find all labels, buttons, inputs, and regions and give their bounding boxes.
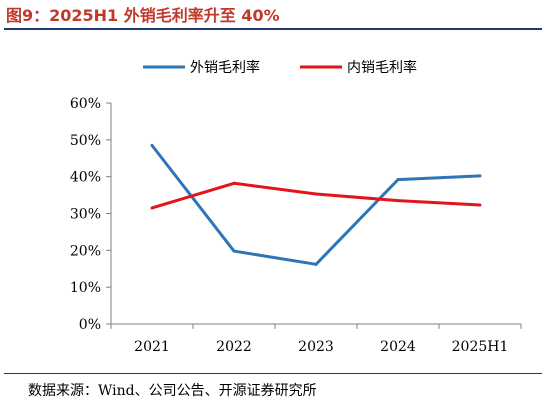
title-rule bbox=[4, 28, 542, 30]
data-point bbox=[150, 206, 154, 210]
source-note: 数据来源：Wind、公司公告、开源证券研究所 bbox=[28, 383, 317, 399]
y-tick-label: 0% bbox=[79, 317, 101, 333]
legend-label: 外销毛利率 bbox=[190, 59, 260, 76]
x-tick-label: 2021 bbox=[134, 339, 170, 355]
data-point bbox=[314, 192, 318, 196]
series-lines bbox=[150, 143, 482, 266]
series-line-0 bbox=[150, 144, 481, 266]
y-tick-label: 50% bbox=[70, 133, 101, 149]
data-point bbox=[396, 199, 400, 203]
x-tick-label: 2022 bbox=[216, 339, 252, 355]
figure-title: 图9：2025H1 外销毛利率升至 40% bbox=[6, 6, 280, 25]
source-rule bbox=[4, 373, 542, 374]
legend: 外销毛利率 内销毛利率 bbox=[143, 59, 417, 76]
y-tick-label: 20% bbox=[70, 243, 101, 259]
x-tick-label: 2023 bbox=[298, 339, 334, 355]
data-point bbox=[314, 262, 318, 266]
x-tick-label: 2024 bbox=[380, 339, 416, 355]
x-axis: 2021 2022 2023 2024 2025H1 bbox=[110, 323, 522, 355]
y-tick-label: 30% bbox=[70, 207, 101, 223]
y-axis: 0% 10% 20% 30% 40% 50% 60% bbox=[70, 96, 112, 333]
data-point bbox=[232, 249, 236, 253]
legend-label: 内销毛利率 bbox=[347, 59, 417, 76]
y-tick-label: 40% bbox=[70, 170, 101, 186]
data-point bbox=[232, 181, 236, 185]
series-line-1 bbox=[151, 181, 481, 210]
data-point bbox=[478, 203, 482, 207]
data-point bbox=[396, 178, 400, 182]
y-tick-label: 10% bbox=[70, 280, 101, 296]
data-point bbox=[150, 143, 154, 147]
y-tick-label: 60% bbox=[70, 96, 101, 112]
line-chart: 外销毛利率 内销毛利率 0% 10% 20% 30% 40% 50% 60% 2021 2022… bbox=[70, 59, 522, 355]
data-point bbox=[478, 174, 482, 178]
x-tick-label: 2025H1 bbox=[452, 339, 509, 355]
